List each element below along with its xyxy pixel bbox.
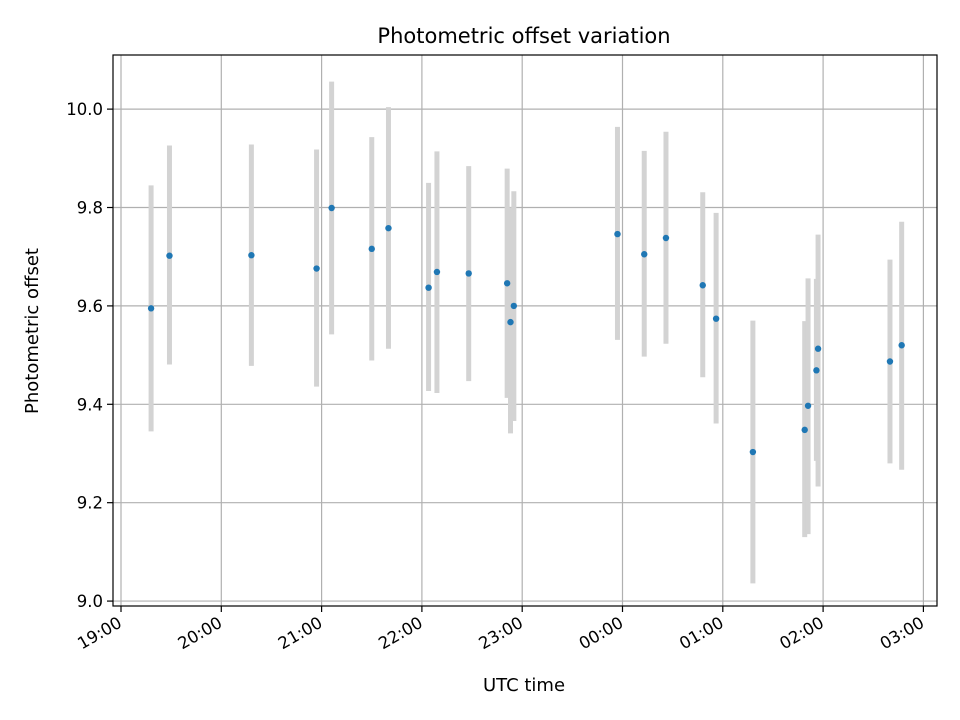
- data-point: [801, 426, 808, 434]
- data-point: [699, 282, 706, 289]
- y-axis-label: Photometric offset: [22, 248, 43, 414]
- data-point: [166, 252, 173, 259]
- data-point: [804, 402, 812, 409]
- data-point: [898, 342, 905, 349]
- data-point: [385, 224, 392, 232]
- data-point: [813, 367, 820, 374]
- y-tick-label: 9.0: [77, 592, 103, 611]
- data-point: [147, 305, 155, 312]
- data-point: [662, 234, 670, 242]
- x-axis-label: UTC time: [483, 675, 565, 696]
- data-point: [507, 318, 514, 326]
- data-point: [749, 448, 757, 456]
- data-points: [147, 204, 905, 456]
- data-point: [248, 252, 255, 259]
- y-tick-label: 9.4: [77, 395, 103, 414]
- y-axis-ticks: 9.0 9.2 9.4 9.6 9.8 10.0: [66, 100, 113, 611]
- data-point: [641, 251, 648, 258]
- data-point: [328, 204, 335, 212]
- data-point: [510, 302, 518, 310]
- y-tick-label: 10.0: [66, 100, 103, 119]
- data-point: [886, 358, 894, 365]
- chart-title: Photometric offset variation: [377, 24, 670, 48]
- y-tick-label: 9.8: [77, 199, 103, 218]
- data-point: [712, 315, 720, 322]
- data-point: [614, 230, 621, 238]
- data-point: [368, 245, 375, 253]
- data-point: [503, 280, 511, 287]
- data-point: [465, 270, 472, 277]
- y-tick-label: 9.6: [77, 297, 103, 316]
- y-tick-label: 9.2: [77, 494, 103, 513]
- data-point: [814, 345, 822, 352]
- grid: [113, 55, 937, 606]
- plot-frame: [112, 54, 938, 607]
- data-point: [433, 268, 441, 276]
- data-point: [313, 265, 320, 272]
- data-point: [425, 284, 432, 291]
